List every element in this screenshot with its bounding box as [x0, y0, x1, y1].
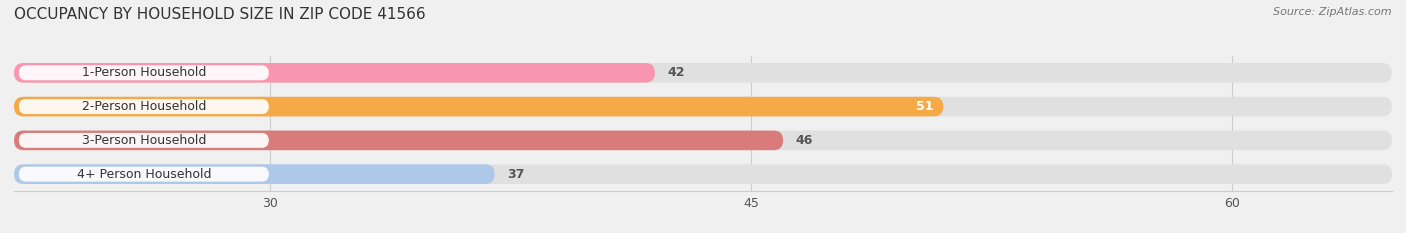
FancyBboxPatch shape [18, 65, 269, 80]
FancyBboxPatch shape [14, 130, 783, 150]
Text: 51: 51 [917, 100, 934, 113]
Text: 3-Person Household: 3-Person Household [82, 134, 207, 147]
FancyBboxPatch shape [18, 133, 269, 148]
FancyBboxPatch shape [14, 63, 655, 83]
Text: 46: 46 [796, 134, 813, 147]
Text: 42: 42 [668, 66, 685, 79]
Text: 4+ Person Household: 4+ Person Household [76, 168, 211, 181]
FancyBboxPatch shape [14, 130, 1392, 150]
Text: OCCUPANCY BY HOUSEHOLD SIZE IN ZIP CODE 41566: OCCUPANCY BY HOUSEHOLD SIZE IN ZIP CODE … [14, 7, 426, 22]
Text: 2-Person Household: 2-Person Household [82, 100, 207, 113]
FancyBboxPatch shape [14, 63, 1392, 83]
Text: 37: 37 [508, 168, 524, 181]
Text: 1-Person Household: 1-Person Household [82, 66, 207, 79]
FancyBboxPatch shape [18, 167, 269, 182]
FancyBboxPatch shape [18, 99, 269, 114]
FancyBboxPatch shape [14, 97, 1392, 116]
FancyBboxPatch shape [14, 164, 495, 184]
FancyBboxPatch shape [14, 97, 943, 116]
Text: Source: ZipAtlas.com: Source: ZipAtlas.com [1274, 7, 1392, 17]
FancyBboxPatch shape [14, 164, 1392, 184]
